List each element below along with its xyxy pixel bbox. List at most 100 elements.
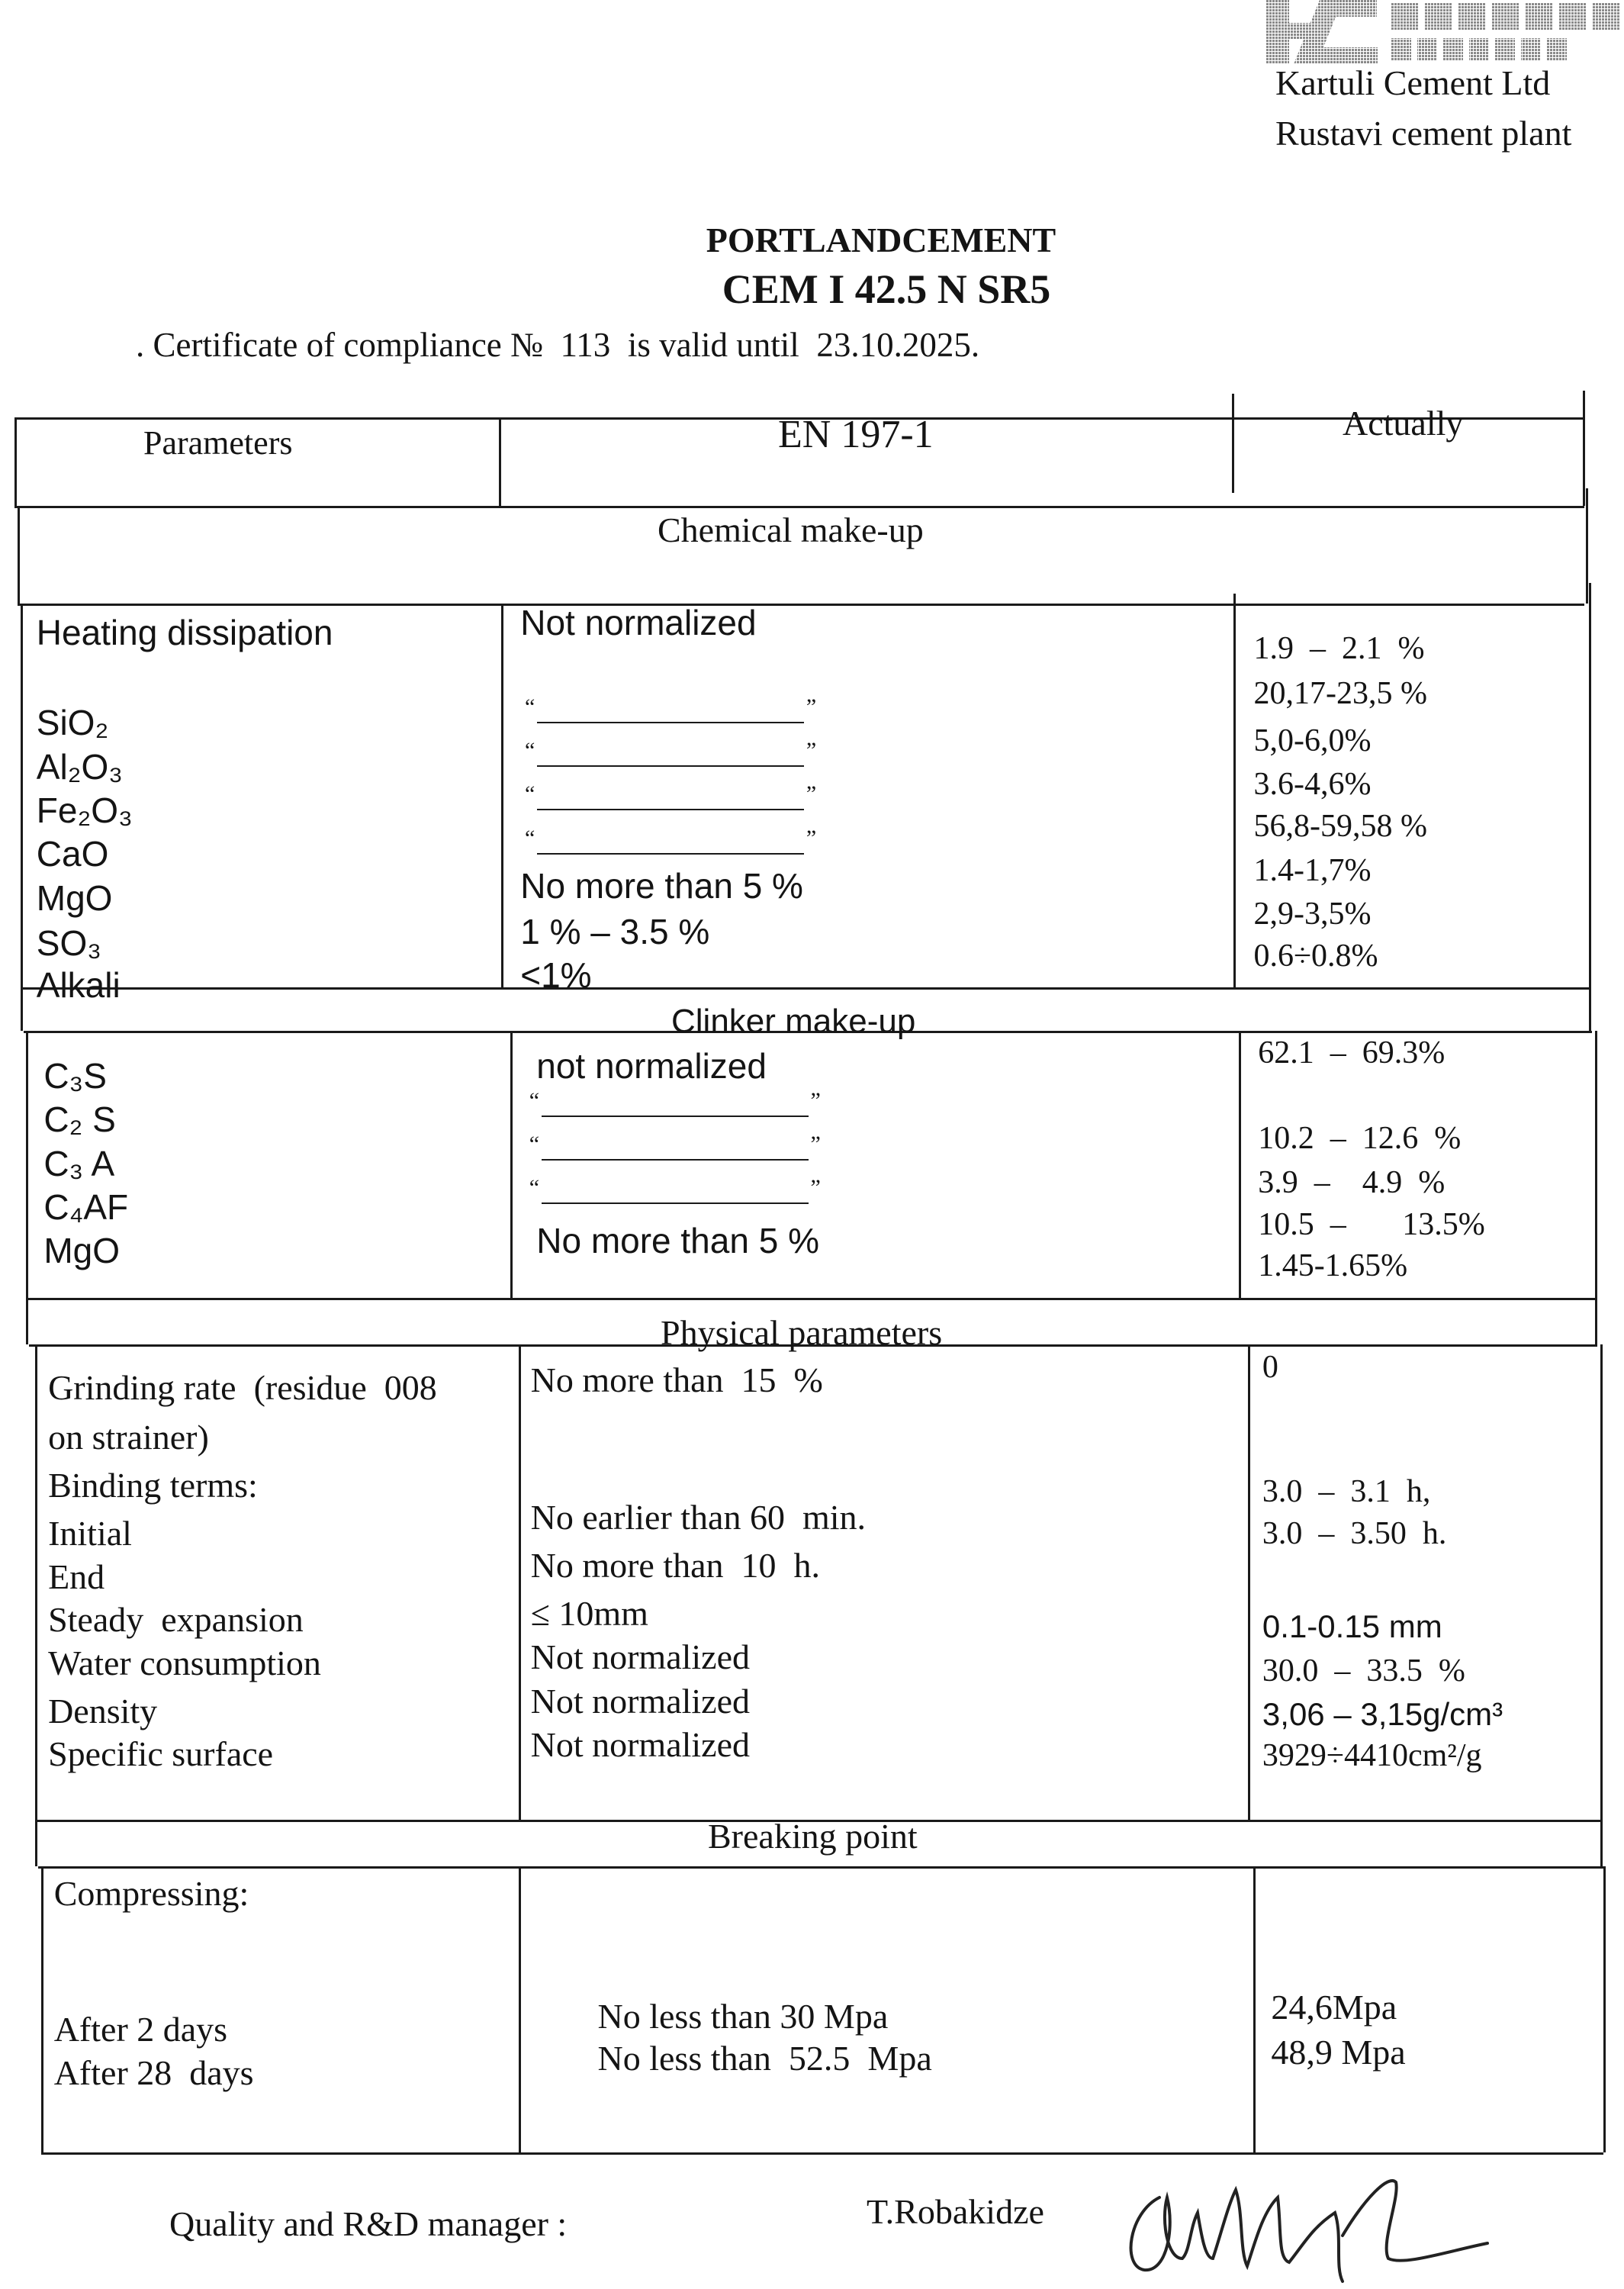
chemical-standard-ditto-mark: “” xyxy=(525,695,816,725)
table-rule xyxy=(34,1819,1601,1822)
table-rule xyxy=(40,2152,1604,2155)
column-rule xyxy=(1583,391,1586,507)
column-rule xyxy=(1233,593,1236,987)
clinker-actual-value: 1.45-1.65% xyxy=(1258,1248,1408,1283)
chemical-actual-value: 1.4-1,7% xyxy=(1253,852,1372,888)
physical-actual-value: 0 xyxy=(1262,1350,1278,1386)
column-rule xyxy=(501,604,504,987)
valid-until-date: 23.10.2025. xyxy=(816,326,980,364)
header-standard: EN 197-1 xyxy=(778,413,934,456)
clinker-parameters-value: C₃S xyxy=(43,1055,107,1096)
header-parameters: Parameters xyxy=(143,424,293,462)
physical-parameters-value: End xyxy=(48,1557,105,1597)
column-rule xyxy=(17,506,20,604)
chemical-parameters-value: Alkali xyxy=(36,965,121,1006)
column-rule xyxy=(1231,393,1234,493)
chemical-standard-ditto-mark: “” xyxy=(525,826,816,856)
physical-parameters-value: Specific surface xyxy=(48,1734,274,1773)
table-rule xyxy=(14,417,1585,420)
physical-parameters-value: Initial xyxy=(48,1513,132,1553)
signature xyxy=(1129,2179,1489,2283)
chemical-actual-value: 56,8-59,58 % xyxy=(1253,809,1427,845)
physical-actual-value: 3.0 – 3.1 h, xyxy=(1262,1473,1431,1509)
clinker-actual-value: 10.5 – 13.5% xyxy=(1258,1207,1485,1243)
certificate-middle: is valid until xyxy=(627,326,799,364)
clinker-parameters-value: C₃ A xyxy=(43,1143,115,1183)
breaking-actual-value: 48,9 Mpa xyxy=(1271,2033,1406,2072)
column-rule xyxy=(40,1866,43,2152)
column-rule xyxy=(1586,488,1589,604)
column-rule xyxy=(34,1344,37,1867)
column-rule xyxy=(519,1866,522,2152)
column-rule xyxy=(1239,1031,1242,1298)
chemical-parameters-value: Heating dissipation xyxy=(36,612,333,652)
chemical-standard-value: <1% xyxy=(520,955,592,996)
column-rule xyxy=(519,1344,522,1820)
chemical-standard-value: 1 % – 3.5 % xyxy=(520,911,710,951)
column-rule xyxy=(1247,1344,1250,1820)
breaking-parameters-value: After 2 days xyxy=(53,2009,228,2049)
column-rule xyxy=(1600,1344,1603,1867)
breaking-parameters-value: After 28 days xyxy=(53,2053,254,2093)
column-rule xyxy=(1253,1866,1256,2152)
physical-standard-value: Not normalized xyxy=(530,1725,751,1765)
clinker-standard-ditto-mark: “” xyxy=(529,1132,821,1162)
company-logo xyxy=(1266,0,1620,64)
column-rule xyxy=(498,417,501,507)
chemical-standard-ditto-mark: “” xyxy=(525,739,816,768)
physical-actual-value: 0.1-0.15 mm xyxy=(1262,1608,1442,1645)
column-rule xyxy=(510,1031,513,1298)
table-rule xyxy=(26,1297,1595,1300)
chemical-standard-value: Not normalized xyxy=(520,602,757,642)
table-rule xyxy=(37,1866,1604,1869)
breaking-standard-value: No less than 52.5 Mpa xyxy=(597,2038,932,2078)
column-rule xyxy=(20,604,23,1032)
chemical-standard-value: No more than 5 % xyxy=(520,866,803,906)
chemical-actual-value: 3.6-4,6% xyxy=(1253,766,1372,802)
certificate-number: 113 xyxy=(560,326,611,364)
physical-standard-value: No earlier than 60 min. xyxy=(530,1497,867,1537)
physical-actual-value: 3,06 – 3,15g/cm³ xyxy=(1262,1696,1503,1733)
section-title-clinker: Clinker make-up xyxy=(671,1003,916,1040)
cement-grade: CEM I 42.5 N SR5 xyxy=(722,266,1051,312)
column-rule xyxy=(1603,1866,1606,2152)
chemical-parameters-value: SO₃ xyxy=(36,923,101,964)
physical-parameters-value: Grinding rate (residue 008 xyxy=(48,1367,437,1407)
product-title: PORTLANDCEMENT xyxy=(706,221,1056,259)
column-rule xyxy=(14,417,18,507)
physical-actual-value: 3.0 – 3.50 h. xyxy=(1262,1516,1447,1552)
column-rule xyxy=(1594,1031,1597,1344)
breaking-parameters-value: Compressing: xyxy=(53,1874,249,1913)
clinker-parameters-value: C₂ S xyxy=(43,1099,116,1140)
chemical-parameters-value: SiO₂ xyxy=(36,703,109,743)
certificate-prefix: . Certificate of compliance № xyxy=(136,326,543,364)
chemical-parameters-value: CaO xyxy=(36,834,109,874)
chemical-actual-value: 2,9-3,5% xyxy=(1253,897,1372,932)
plant-name: Rustavi cement plant xyxy=(1275,114,1572,153)
clinker-standard-ditto-mark: “” xyxy=(529,1177,821,1206)
physical-standard-value: Not normalized xyxy=(530,1681,751,1721)
signatory-role: Quality and R&D manager : xyxy=(169,2204,568,2243)
chemical-actual-value: 0.6÷0.8% xyxy=(1253,938,1378,974)
section-title-chemical: Chemical make-up xyxy=(658,510,924,549)
breaking-actual-value: 24,6Mpa xyxy=(1271,1988,1397,2027)
signatory-name: T.Robakidze xyxy=(867,2192,1044,2231)
physical-parameters-value: Water consumption xyxy=(48,1644,321,1683)
chemical-actual-value: 20,17-23,5 % xyxy=(1253,676,1427,712)
table-rule xyxy=(29,1344,1598,1347)
chemical-actual-value: 5,0-6,0% xyxy=(1253,723,1372,758)
section-title-breaking: Breaking point xyxy=(708,1817,918,1856)
physical-parameters-value: Steady expansion xyxy=(48,1599,304,1639)
physical-standard-value: No more than 10 h. xyxy=(530,1546,821,1586)
chemical-parameters-value: Fe₂O₃ xyxy=(36,790,133,831)
table-rule xyxy=(23,1031,1592,1034)
physical-standard-value: Not normalized xyxy=(530,1637,751,1677)
physical-actual-value: 30.0 – 33.5 % xyxy=(1262,1653,1465,1689)
breaking-standard-value: No less than 30 Mpa xyxy=(597,1996,889,2036)
table-rule xyxy=(20,987,1589,990)
column-rule xyxy=(26,1031,29,1344)
physical-parameters-value: Binding terms: xyxy=(48,1465,258,1505)
chemical-standard-ditto-mark: “” xyxy=(525,783,816,812)
clinker-standard-ditto-mark: “” xyxy=(529,1089,821,1119)
column-rule xyxy=(1588,583,1591,1032)
